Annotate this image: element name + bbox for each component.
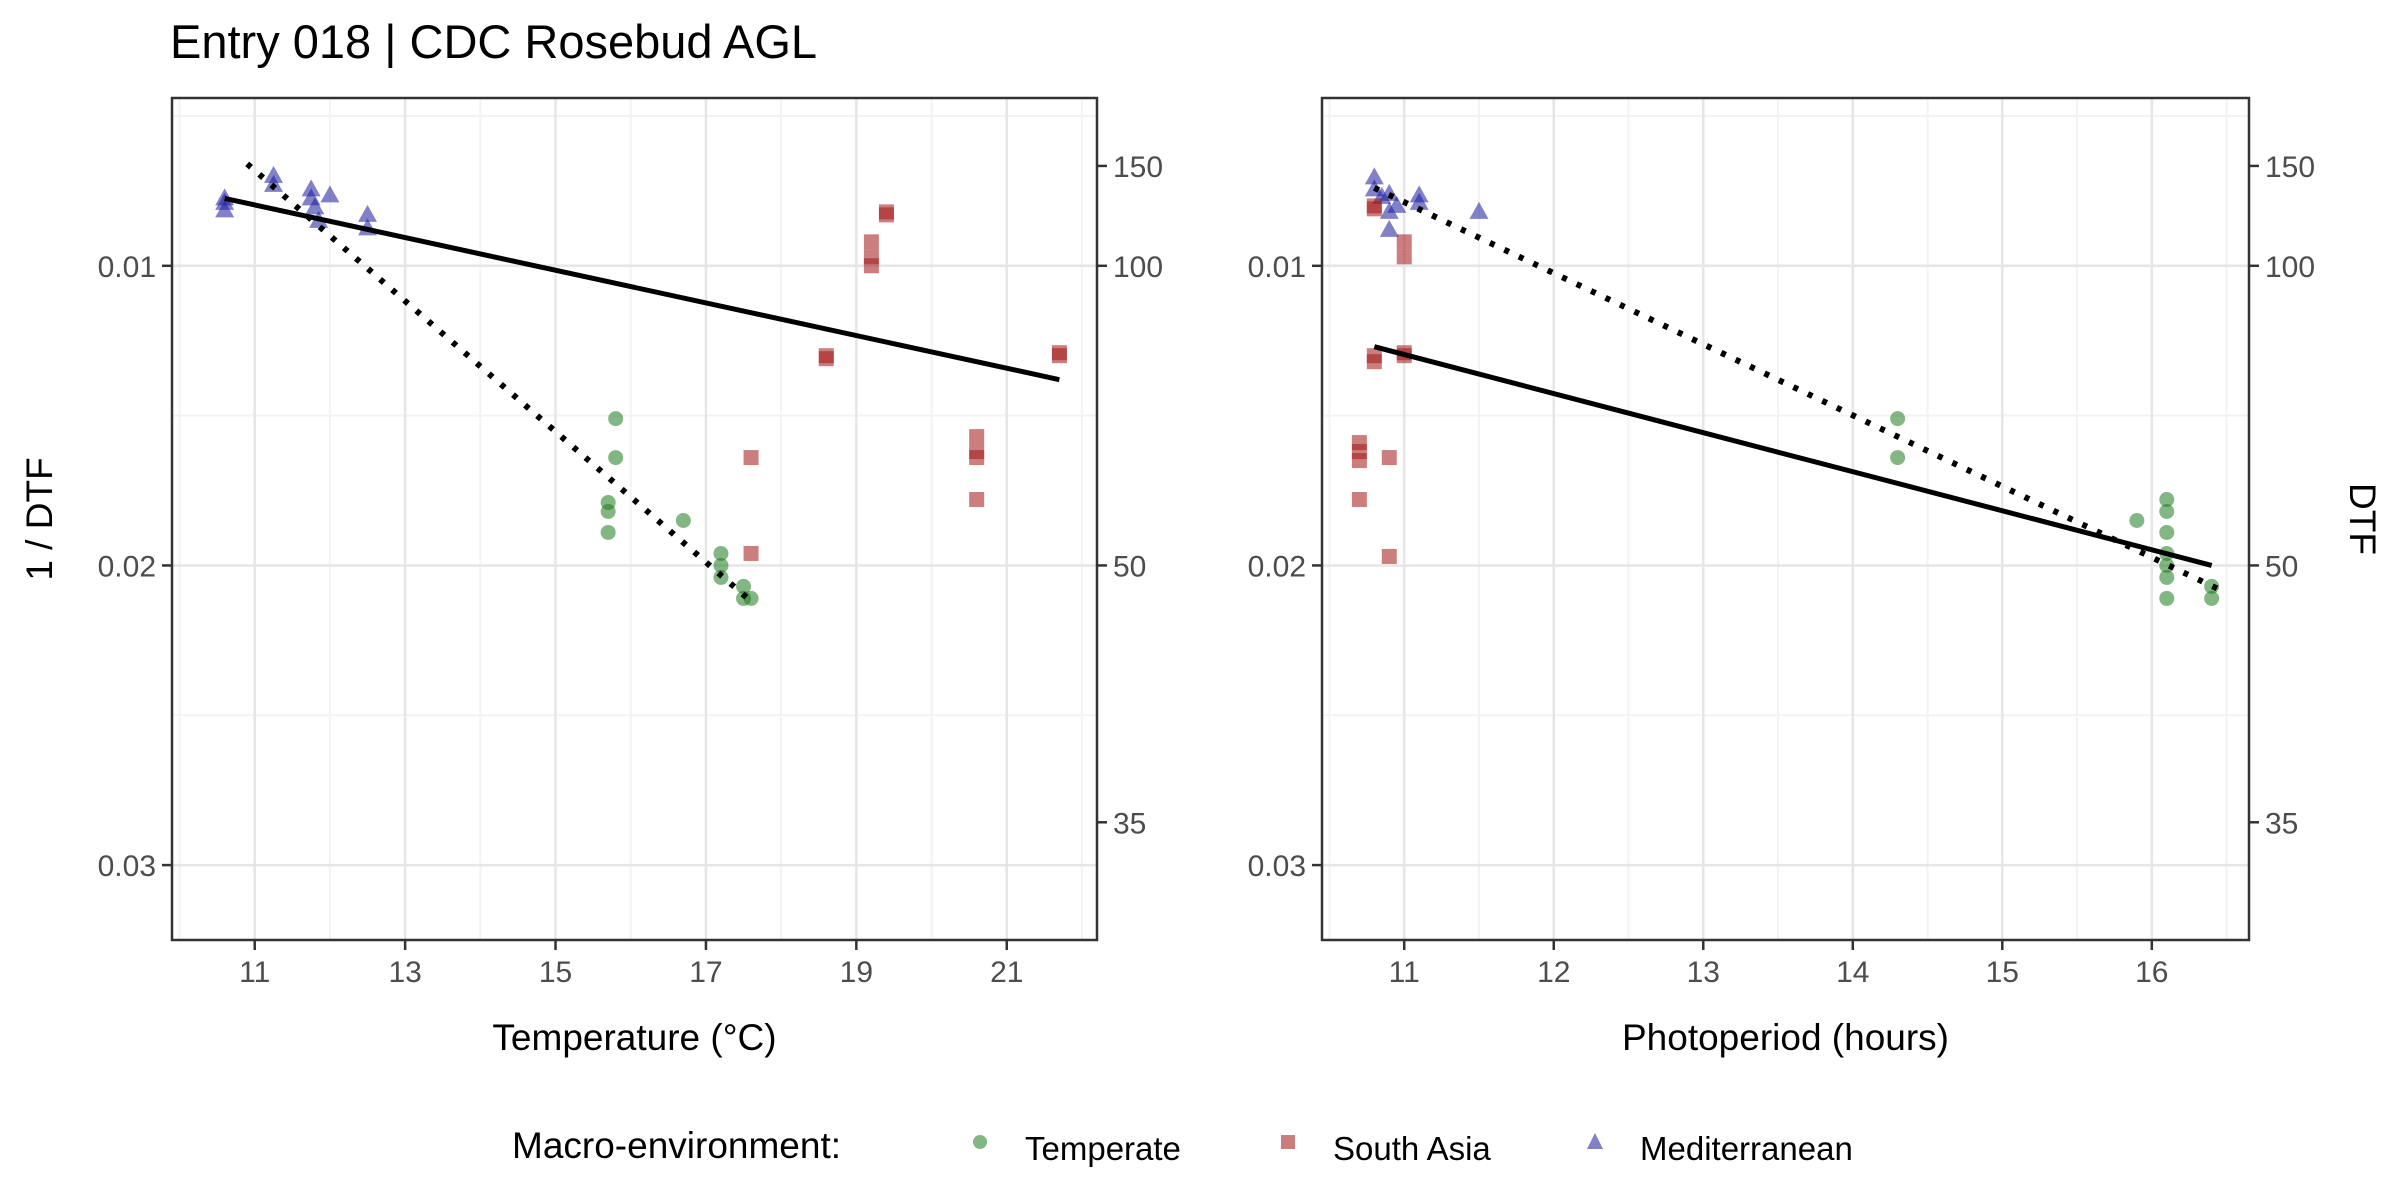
- data-point-south-asia: [969, 450, 985, 466]
- data-point-temperate: [675, 512, 691, 528]
- x-tick-label: 11: [1389, 956, 1420, 989]
- y2-tick-label: 150: [2265, 151, 2315, 184]
- data-point-temperate: [600, 504, 616, 520]
- y2-tick-label: 50: [2265, 550, 2298, 583]
- data-point-temperate: [608, 450, 624, 466]
- regression-line-solid: [1373, 344, 2213, 568]
- y2-tick-label: 100: [2265, 251, 2315, 284]
- data-point-mediterranean: [358, 204, 378, 222]
- x-tick-label: 11: [239, 956, 270, 989]
- x-tick-label: 13: [1687, 956, 1720, 989]
- y-tick-label: 0.03: [98, 850, 156, 883]
- triangle-marker-icon: [1587, 1133, 1603, 1149]
- x-tick-label: 19: [840, 956, 873, 989]
- x-tick-label: 21: [990, 956, 1023, 989]
- square-marker-icon: [1281, 1135, 1295, 1149]
- legend-label-south-asia: South Asia: [1333, 1130, 1491, 1167]
- data-point-temperate: [2159, 590, 2175, 606]
- data-point-mediterranean: [1409, 192, 1429, 210]
- data-point-mediterranean: [1379, 219, 1399, 237]
- data-point-mediterranean: [320, 185, 340, 203]
- data-point-temperate: [608, 411, 624, 427]
- regression-line-dotted: [1373, 185, 2221, 593]
- y2-axis-label: DTF: [2342, 483, 2383, 555]
- data-point-south-asia: [818, 351, 834, 367]
- data-point-mediterranean: [305, 197, 325, 215]
- data-point-temperate: [2204, 590, 2220, 606]
- data-point-south-asia: [743, 450, 759, 466]
- data-point-mediterranean: [215, 200, 235, 218]
- data-point-south-asia: [969, 429, 985, 445]
- data-point-south-asia: [1396, 234, 1412, 250]
- x-tick-label: 15: [539, 956, 572, 989]
- data-point-temperate: [2159, 504, 2175, 520]
- y2-tick-label: 150: [1113, 151, 1163, 184]
- panel-border: [1320, 96, 2251, 942]
- data-point-south-asia: [1381, 450, 1397, 466]
- legend-title: Macro-environment:: [512, 1125, 842, 1166]
- data-point-temperate: [2159, 492, 2175, 508]
- regression-line-dotted: [245, 161, 754, 604]
- y2-tick-label: 100: [1113, 251, 1163, 284]
- regression-line-solid: [224, 195, 1060, 383]
- y-tick-label: 0.01: [1248, 251, 1306, 284]
- x-tick-label: 12: [1537, 956, 1570, 989]
- data-point-south-asia: [1366, 354, 1382, 370]
- data-point-temperate: [600, 524, 616, 540]
- data-point-mediterranean: [1379, 183, 1399, 201]
- data-point-mediterranean: [1364, 167, 1384, 185]
- data-point-south-asia: [1351, 492, 1367, 508]
- data-point-temperate: [736, 578, 752, 594]
- x-tick-label: 14: [1836, 956, 1869, 989]
- y-axis-label: 1 / DTF: [19, 457, 60, 580]
- legend-label-mediterranean: Mediterranean: [1640, 1130, 1853, 1167]
- data-point-south-asia: [1366, 201, 1382, 217]
- panel-border: [170, 96, 1099, 942]
- x-tick-label: 17: [689, 956, 722, 989]
- x-axis-label: Temperature (°C): [492, 1017, 776, 1058]
- data-point-temperate: [1890, 411, 1906, 427]
- circle-marker-icon: [973, 1135, 987, 1149]
- data-point-south-asia: [863, 234, 879, 250]
- x-tick-label: 16: [2135, 956, 2168, 989]
- data-point-south-asia: [743, 545, 759, 561]
- y-tick-label: 0.01: [98, 251, 156, 284]
- y-tick-label: 0.02: [98, 550, 156, 583]
- y2-tick-label: 35: [2265, 807, 2298, 840]
- legend-label-temperate: Temperate: [1025, 1130, 1181, 1167]
- data-point-temperate: [2159, 569, 2175, 585]
- data-point-temperate: [2159, 524, 2175, 540]
- data-point-temperate: [713, 557, 729, 573]
- x-axis-label: Photoperiod (hours): [1622, 1017, 1949, 1058]
- data-point-mediterranean: [264, 165, 284, 183]
- data-point-south-asia: [878, 207, 894, 223]
- chart-title: Entry 018 | CDC Rosebud AGL: [170, 15, 818, 68]
- y2-tick-label: 50: [1113, 550, 1146, 583]
- data-point-south-asia: [1051, 348, 1067, 364]
- legend: Macro-environment: Temperate South Asia …: [0, 1105, 2400, 1185]
- data-point-south-asia: [1381, 548, 1397, 564]
- y-tick-label: 0.02: [1248, 550, 1306, 583]
- data-point-south-asia: [863, 258, 879, 274]
- data-point-temperate: [713, 545, 729, 561]
- data-point-temperate: [2129, 512, 2145, 528]
- data-point-mediterranean: [1387, 195, 1407, 213]
- data-point-south-asia: [969, 492, 985, 508]
- x-tick-label: 15: [1986, 956, 2019, 989]
- chart-svg: 11 13 15 17 19 21 0.01 0.02 0.03 150 100 50 35 Temper…: [19, 96, 2383, 1058]
- data-point-mediterranean: [301, 179, 321, 197]
- data-point-south-asia: [1396, 249, 1412, 265]
- data-point-south-asia: [1351, 453, 1367, 469]
- data-point-mediterranean: [1469, 201, 1489, 219]
- x-tick-label: 13: [388, 956, 421, 989]
- y-tick-label: 0.03: [1248, 850, 1306, 883]
- y2-tick-label: 35: [1113, 807, 1146, 840]
- data-point-temperate: [1890, 450, 1906, 466]
